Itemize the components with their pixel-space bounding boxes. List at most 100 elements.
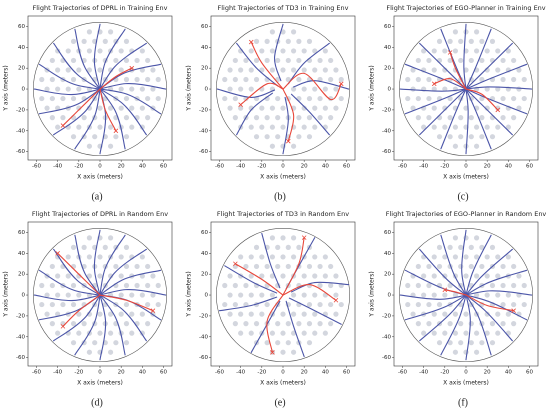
x-tick-label: 0: [281, 370, 285, 376]
obstacle: [317, 301, 323, 308]
subplot-title: Flight Trajectories of EGO-Planner in Tr…: [386, 4, 545, 12]
obstacle: [312, 105, 318, 111]
obstacle: [92, 134, 98, 140]
obstacle: [65, 86, 71, 92]
obstacle: [44, 105, 50, 111]
y-axis-label: Y axis (meters): [369, 271, 376, 317]
x-tick-label: 40: [505, 370, 512, 376]
x-tick-label: 0: [98, 164, 102, 170]
obstacle: [81, 115, 87, 121]
x-tick-label: -20: [440, 370, 449, 376]
obstacle: [86, 311, 93, 317]
obstacle: [290, 311, 297, 317]
trajectory: [282, 88, 295, 142]
trajectory: [62, 88, 101, 127]
y-tick-label: -40: [382, 334, 391, 340]
subplot: Flight Trajectories of EGO-Planner in Tr…: [369, 4, 546, 202]
obstacle: [479, 244, 485, 250]
y-tick-label: -20: [16, 313, 25, 319]
obstacle: [76, 311, 82, 317]
obstacle: [521, 282, 527, 289]
obstacle: [145, 76, 151, 83]
obstacle: [49, 95, 55, 102]
obstacle: [139, 254, 145, 260]
obstacle: [473, 143, 480, 149]
obstacle: [505, 292, 511, 298]
trajectory: [250, 41, 284, 90]
subplot-title: Flight Trajectories of TD3 in Random Env: [217, 210, 349, 218]
x-tick-label: -20: [257, 370, 266, 376]
obstacle: [415, 282, 421, 289]
y-tick-label: 40: [384, 251, 391, 257]
y-tick-label: -40: [199, 334, 208, 340]
obstacle: [70, 340, 77, 346]
obstacle: [253, 263, 260, 270]
obstacle: [479, 340, 485, 346]
obstacle: [484, 273, 490, 279]
end-marker: [338, 81, 344, 87]
obstacle: [468, 38, 474, 44]
obstacle: [253, 76, 260, 83]
obstacle: [447, 134, 453, 140]
obstacle: [118, 105, 124, 111]
obstacle: [113, 340, 119, 346]
obstacle: [129, 124, 135, 130]
obstacle: [290, 48, 297, 54]
y-axis-label: Y axis (meters): [186, 65, 193, 111]
obstacle: [463, 254, 469, 260]
obstacle: [238, 254, 244, 260]
y-tick-label: 20: [201, 66, 208, 72]
y-tick-label: 20: [201, 272, 208, 278]
obstacle: [415, 57, 421, 64]
trajectory: [290, 93, 330, 136]
trajectory: [99, 67, 133, 90]
obstacle: [134, 282, 140, 289]
y-tick-label: -60: [199, 355, 208, 361]
x-tick-label: -60: [32, 164, 41, 170]
trajectory: [234, 263, 284, 296]
x-tick-label: 0: [281, 164, 285, 170]
obstacle: [431, 292, 437, 298]
obstacle: [70, 76, 77, 83]
obstacle: [312, 48, 318, 54]
end-marker: [55, 251, 60, 256]
obstacle: [500, 263, 506, 270]
y-tick-label: -20: [382, 107, 391, 113]
obstacle: [290, 67, 297, 73]
obstacle: [333, 105, 339, 111]
trajectory: [57, 252, 101, 296]
obstacle: [145, 301, 151, 308]
obstacle: [97, 105, 103, 111]
y-tick-label: 20: [384, 66, 391, 72]
obstacle: [155, 282, 161, 289]
y-tick-label: 20: [18, 272, 25, 278]
obstacle: [97, 311, 103, 317]
obstacle: [431, 67, 437, 73]
subplot-title: Flight Trajectories of DPRL in Random En…: [32, 210, 168, 218]
x-tick-label: 20: [484, 370, 491, 376]
trajectory: [293, 80, 350, 90]
obstacle: [92, 340, 98, 346]
obstacle: [463, 67, 469, 73]
end-marker: [447, 50, 453, 55]
obstacle: [275, 95, 281, 102]
y-tick-label: -60: [16, 355, 25, 361]
obstacle: [500, 76, 506, 83]
obstacle: [280, 105, 286, 111]
trajectory: [282, 72, 342, 101]
obstacle: [421, 254, 427, 260]
obstacle: [107, 349, 114, 355]
obstacle: [495, 292, 501, 298]
obstacle: [296, 76, 302, 83]
obstacle: [232, 282, 238, 289]
obstacle: [426, 115, 432, 121]
obstacle: [113, 134, 119, 140]
obstacle: [312, 254, 318, 260]
obstacle: [145, 282, 151, 289]
obstacle: [123, 95, 130, 102]
obstacle: [253, 244, 260, 250]
x-tick-label: -20: [440, 164, 449, 170]
obstacle: [452, 311, 459, 317]
obstacle: [253, 321, 260, 327]
y-axis-label: Y axis (meters): [3, 65, 10, 111]
